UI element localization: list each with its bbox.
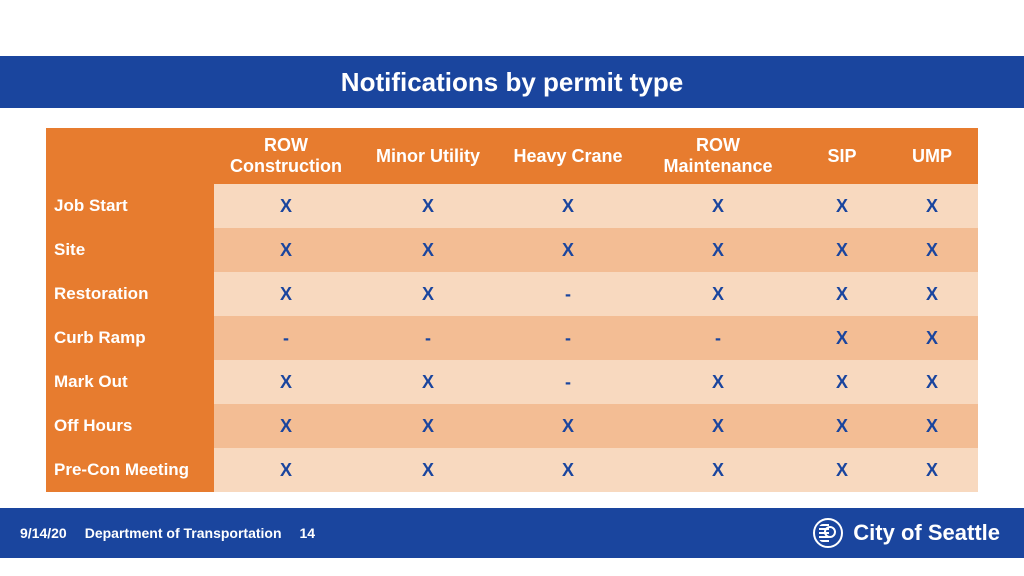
- footer-date: 9/14/20: [20, 525, 67, 541]
- table-cell: X: [358, 448, 498, 492]
- footer-left: 9/14/20 Department of Transportation 14: [0, 525, 315, 541]
- table-cell: X: [886, 184, 978, 228]
- table-cell: X: [498, 404, 638, 448]
- table-header-cell: ROWConstruction: [214, 128, 358, 184]
- table-cell: X: [214, 272, 358, 316]
- table-cell: X: [886, 360, 978, 404]
- footer-city: City of Seattle: [853, 520, 1000, 546]
- table-cell: -: [498, 272, 638, 316]
- table-row: Curb Ramp----XX: [46, 316, 978, 360]
- table-cell: X: [798, 272, 886, 316]
- table-cell: -: [214, 316, 358, 360]
- row-label: Job Start: [46, 184, 214, 228]
- table-cell: X: [214, 184, 358, 228]
- table-row: Off HoursXXXXXX: [46, 404, 978, 448]
- table-header-cell: SIP: [798, 128, 886, 184]
- table-cell: X: [798, 316, 886, 360]
- table-cell: X: [886, 228, 978, 272]
- table-cell: X: [638, 228, 798, 272]
- table-cell: X: [886, 448, 978, 492]
- slide-title: Notifications by permit type: [341, 67, 683, 98]
- table-cell: X: [638, 272, 798, 316]
- table-cell: X: [638, 360, 798, 404]
- table-cell: X: [358, 184, 498, 228]
- notifications-table-wrap: ROWConstructionMinor UtilityHeavy CraneR…: [46, 128, 978, 492]
- table-cell: X: [638, 448, 798, 492]
- row-label: Off Hours: [46, 404, 214, 448]
- table-cell: X: [886, 272, 978, 316]
- table-row: RestorationXX-XXX: [46, 272, 978, 316]
- footer-bar: 9/14/20 Department of Transportation 14 …: [0, 508, 1024, 558]
- row-label: Site: [46, 228, 214, 272]
- row-label: Mark Out: [46, 360, 214, 404]
- table-row: Pre-Con MeetingXXXXXX: [46, 448, 978, 492]
- table-cell: X: [214, 360, 358, 404]
- footer-dept: Department of Transportation: [85, 525, 282, 541]
- table-row: Mark OutXX-XXX: [46, 360, 978, 404]
- table-header-cell: Heavy Crane: [498, 128, 638, 184]
- table-header-row: ROWConstructionMinor UtilityHeavy CraneR…: [46, 128, 978, 184]
- table-cell: X: [798, 360, 886, 404]
- footer-right: City of Seattle: [813, 518, 1000, 548]
- table-cell: -: [638, 316, 798, 360]
- row-label: Curb Ramp: [46, 316, 214, 360]
- table-cell: X: [358, 228, 498, 272]
- table-cell: X: [886, 404, 978, 448]
- table-cell: X: [798, 448, 886, 492]
- notifications-table: ROWConstructionMinor UtilityHeavy CraneR…: [46, 128, 978, 492]
- table-cell: X: [498, 228, 638, 272]
- table-header-cell: ROWMaintenance: [638, 128, 798, 184]
- table-header-cell: Minor Utility: [358, 128, 498, 184]
- title-bar: Notifications by permit type: [0, 56, 1024, 108]
- row-label: Restoration: [46, 272, 214, 316]
- table-cell: X: [358, 404, 498, 448]
- table-cell: X: [214, 448, 358, 492]
- table-cell: X: [798, 184, 886, 228]
- table-row: Job StartXXXXXX: [46, 184, 978, 228]
- table-cell: X: [886, 316, 978, 360]
- table-cell: X: [798, 404, 886, 448]
- table-cell: -: [358, 316, 498, 360]
- table-cell: X: [358, 360, 498, 404]
- table-cell: X: [638, 184, 798, 228]
- table-header-cell: UMP: [886, 128, 978, 184]
- table-cell: X: [498, 184, 638, 228]
- table-cell: -: [498, 316, 638, 360]
- row-label: Pre-Con Meeting: [46, 448, 214, 492]
- footer-page: 14: [300, 525, 316, 541]
- table-cell: X: [214, 228, 358, 272]
- table-cell: X: [638, 404, 798, 448]
- slide: Notifications by permit type ROWConstruc…: [0, 0, 1024, 576]
- table-cell: -: [498, 360, 638, 404]
- table-cell: X: [214, 404, 358, 448]
- table-cell: X: [358, 272, 498, 316]
- table-cell: X: [798, 228, 886, 272]
- table-header-corner: [46, 128, 214, 184]
- table-cell: X: [498, 448, 638, 492]
- table-row: SiteXXXXXX: [46, 228, 978, 272]
- city-seal-icon: [813, 518, 843, 548]
